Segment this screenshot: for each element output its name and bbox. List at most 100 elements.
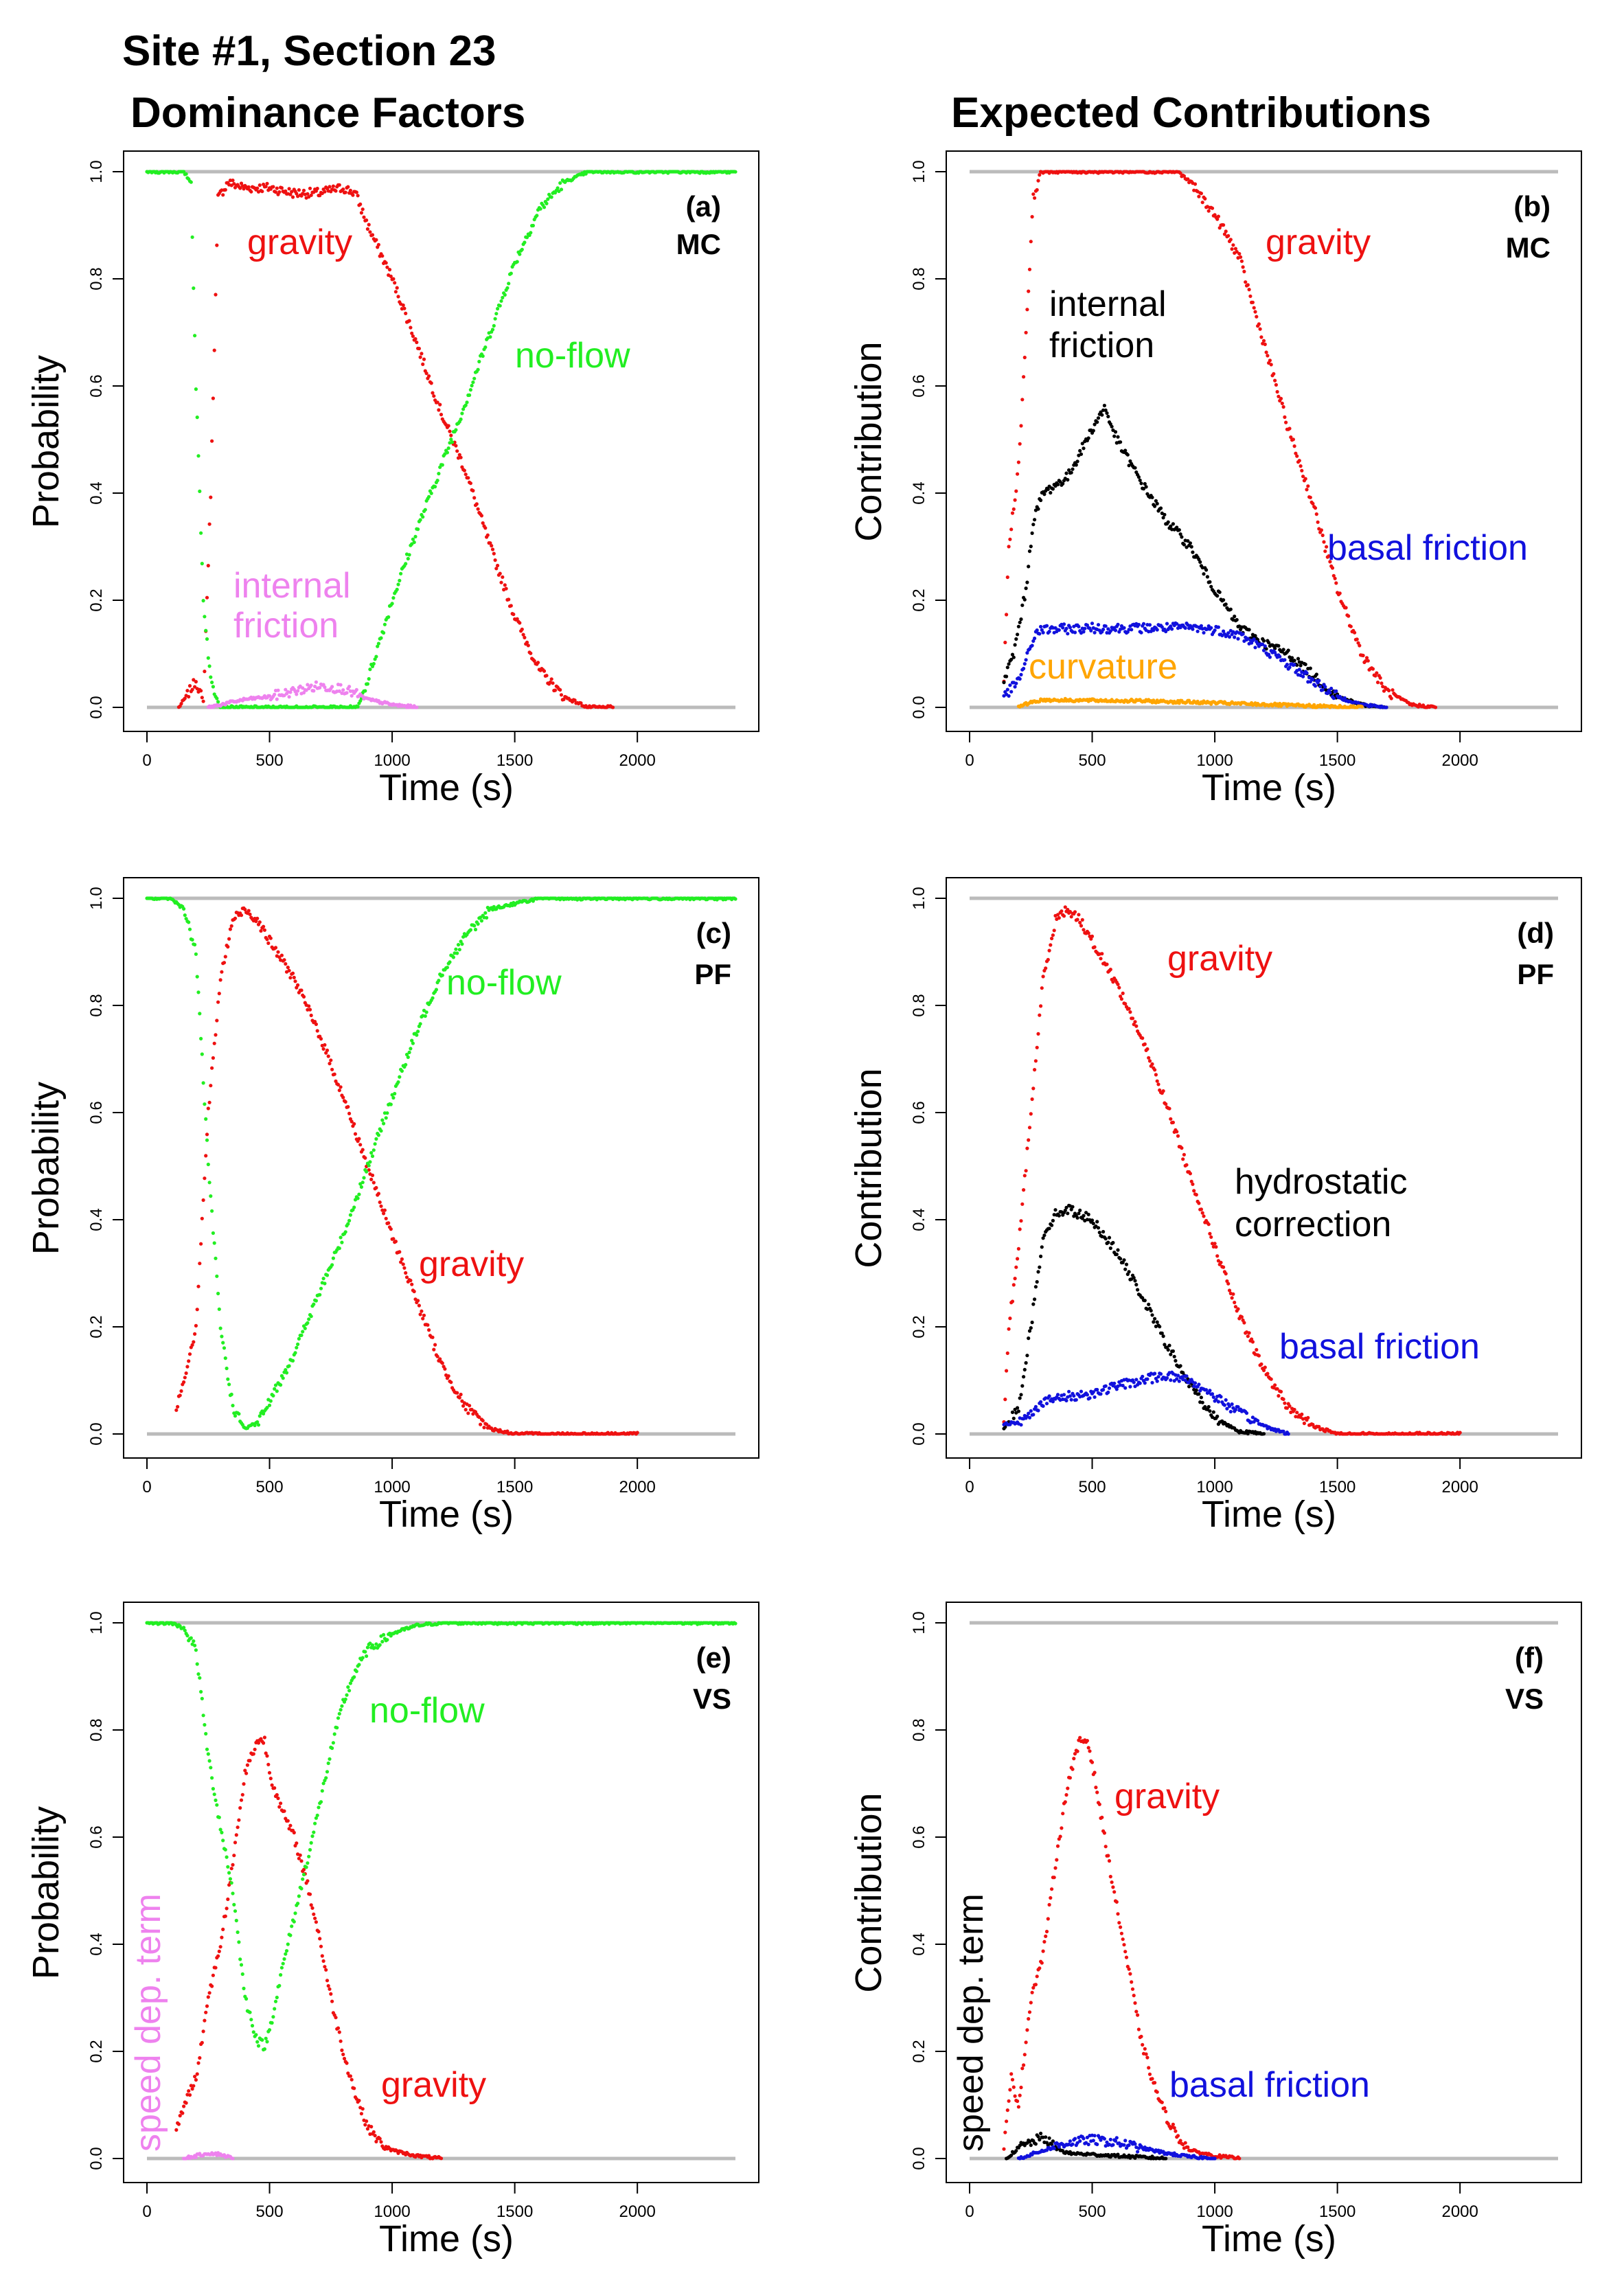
data-point (558, 687, 562, 692)
data-point (321, 1277, 325, 1281)
data-point (1005, 1351, 1009, 1355)
data-point (215, 1018, 219, 1023)
data-point (207, 1181, 211, 1185)
data-point (1019, 672, 1023, 677)
data-point (1047, 630, 1051, 634)
data-point (1241, 265, 1245, 269)
data-point (1213, 1242, 1217, 1246)
data-point (1189, 545, 1193, 549)
data-point (494, 312, 499, 316)
data-point (319, 1800, 323, 1804)
data-point (210, 1776, 214, 1780)
data-point (312, 1912, 316, 1916)
data-point (1051, 1400, 1055, 1404)
data-point (1073, 1752, 1077, 1756)
data-point (209, 675, 213, 679)
data-point (301, 188, 306, 192)
data-point (1041, 1404, 1045, 1408)
data-point (1016, 1406, 1020, 1410)
data-point (1169, 624, 1173, 628)
data-point (1031, 1985, 1036, 1990)
data-point (1019, 424, 1023, 428)
data-point (1328, 691, 1332, 695)
data-point (363, 689, 367, 693)
data-point (481, 521, 485, 525)
data-point (1103, 624, 1108, 628)
data-point (451, 955, 455, 959)
model-label: VS (693, 1683, 731, 1715)
data-point (1329, 686, 1334, 691)
data-point (1078, 448, 1082, 453)
data-point (1014, 681, 1018, 685)
data-point (201, 2029, 205, 2034)
data-point (1141, 1374, 1145, 1378)
model-label: MC (1506, 231, 1551, 264)
data-point (193, 1643, 197, 1648)
data-point (472, 496, 477, 500)
data-point (1090, 1760, 1095, 1764)
data-point (1334, 581, 1338, 585)
data-point (1382, 689, 1386, 693)
data-point (211, 685, 215, 689)
y-tick-label: 0.0 (910, 696, 928, 718)
data-point (1107, 1859, 1112, 1863)
x-tick-label: 1000 (1196, 1478, 1233, 1496)
x-tick-label: 1500 (1319, 1478, 1356, 1496)
data-point (339, 1708, 343, 1712)
data-point (1019, 617, 1023, 622)
data-point (174, 1408, 179, 1412)
y-tick-label: 0.2 (87, 1315, 106, 1338)
x-tick-label: 2000 (1441, 1478, 1478, 1496)
plot-frame (123, 1602, 759, 2183)
data-point (459, 417, 463, 422)
data-point (448, 429, 452, 433)
data-point (1253, 646, 1257, 650)
data-point (1022, 355, 1027, 360)
data-point (382, 630, 386, 635)
data-point (190, 1343, 194, 1347)
data-point (454, 444, 458, 448)
data-point (238, 1957, 242, 1961)
data-point (503, 293, 507, 297)
data-point (1263, 1365, 1267, 1369)
data-point (379, 2140, 383, 2144)
data-point (1096, 416, 1101, 420)
data-point (1051, 1218, 1055, 1222)
data-point (1188, 1172, 1192, 1176)
data-point (1297, 668, 1301, 672)
data-point (1143, 1381, 1147, 1385)
data-point (1320, 687, 1325, 692)
data-point (256, 1741, 261, 1745)
data-point (193, 334, 197, 338)
data-point (268, 1777, 273, 1781)
data-point (417, 346, 421, 351)
data-point (416, 527, 420, 532)
data-point (1058, 480, 1062, 484)
data-point (293, 1351, 297, 1355)
y-tick-label: 0.4 (87, 1208, 106, 1231)
data-point (1167, 1106, 1171, 1111)
data-point (195, 2072, 199, 2076)
data-point (1279, 396, 1283, 400)
data-point (421, 515, 425, 519)
data-point (312, 1830, 316, 1834)
data-point (1005, 2119, 1009, 2123)
data-point (1263, 644, 1267, 648)
data-point (240, 1972, 244, 1977)
data-point (290, 971, 295, 975)
data-point (262, 924, 266, 929)
y-tick-label: 0.8 (87, 267, 106, 290)
data-point (1283, 415, 1287, 419)
data-point (1027, 1329, 1032, 1333)
data-point (387, 268, 392, 272)
data-point (1027, 289, 1031, 293)
data-point (535, 214, 539, 218)
data-point (301, 994, 306, 999)
data-point (1268, 358, 1272, 363)
data-point (273, 1786, 277, 1790)
data-point (1150, 1062, 1154, 1066)
data-point (477, 1415, 481, 1420)
data-point (337, 689, 341, 694)
data-point (1066, 1786, 1070, 1790)
